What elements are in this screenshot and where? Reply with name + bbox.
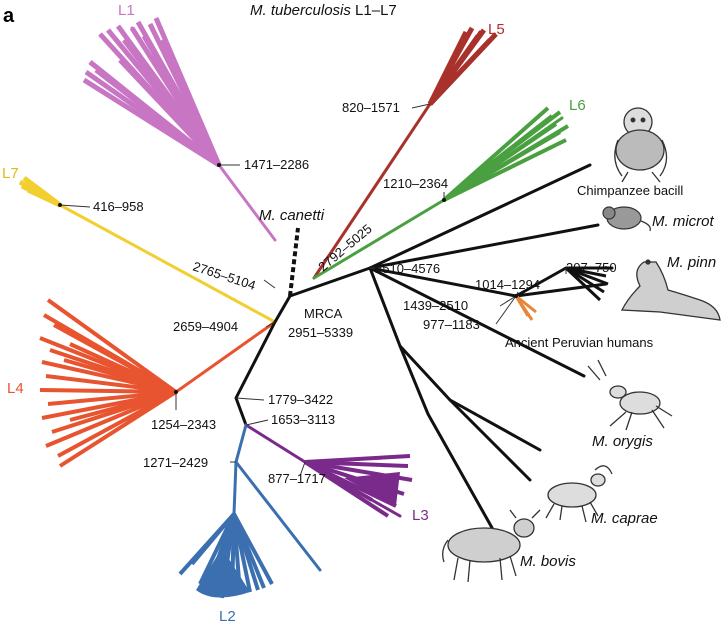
node-dot-4 bbox=[514, 294, 518, 298]
species-pinn: M. pinn bbox=[667, 254, 716, 271]
lineage-label-l7: L7 bbox=[2, 165, 19, 182]
date-peru: 977–1183 bbox=[423, 317, 480, 332]
date-leader-9 bbox=[411, 103, 431, 109]
vole-icon bbox=[602, 206, 651, 232]
lineage-label-l2: L2 bbox=[219, 608, 236, 625]
oryx-icon bbox=[587, 359, 673, 431]
date-l7-stem: 2765–5104 bbox=[191, 259, 258, 293]
l4-tip-8 bbox=[47, 390, 177, 406]
l3-tip-1 bbox=[304, 460, 409, 468]
node-dot-1 bbox=[174, 390, 178, 394]
branch-animal-13 bbox=[368, 266, 586, 378]
date-leader-1 bbox=[59, 204, 91, 208]
lineage-label-l4: L4 bbox=[7, 380, 24, 397]
date-l4: 1254–2343 bbox=[151, 417, 216, 432]
l2-wedge bbox=[196, 548, 250, 598]
branch-animal-14 bbox=[368, 266, 502, 544]
tree-title: M. tuberculosis L1–L7 bbox=[250, 2, 397, 19]
date-leader-12 bbox=[499, 295, 517, 307]
lineage-fans bbox=[18, 17, 609, 599]
branch-l2-6 bbox=[234, 460, 322, 572]
date-l4-stem: 2659–4904 bbox=[173, 319, 238, 334]
root-label: MRCA bbox=[304, 306, 343, 321]
species-microti: M. microt bbox=[652, 213, 714, 230]
l2-tip-10 bbox=[232, 513, 274, 585]
panel-label: a bbox=[3, 5, 15, 27]
date-l3: 877–1717 bbox=[268, 471, 326, 486]
species-peru: Ancient Peruvian humans bbox=[505, 335, 654, 350]
l4-tip-14 bbox=[69, 342, 177, 394]
lineage-label-l6: L6 bbox=[569, 97, 586, 114]
l6-tip-6 bbox=[442, 124, 570, 202]
chimpanzee-icon bbox=[614, 107, 668, 183]
node-dot-0 bbox=[58, 203, 62, 207]
date-leaders bbox=[58, 103, 567, 477]
lineage-label-l1: L1 bbox=[118, 2, 135, 19]
lineage-label-l3: L3 bbox=[412, 507, 429, 524]
date-leader-5 bbox=[235, 397, 265, 401]
l6-tip-5 bbox=[442, 110, 562, 202]
l4-tip-0 bbox=[46, 298, 178, 394]
l4-tip-16 bbox=[69, 390, 177, 422]
node-dot-3 bbox=[442, 198, 446, 202]
goat-icon bbox=[545, 465, 613, 523]
branch-animal-3 bbox=[234, 294, 292, 427]
branch-l4-2 bbox=[174, 320, 277, 394]
species-orygis: M. orygis bbox=[592, 433, 653, 450]
date-l3-stem: 1653–3113 bbox=[271, 412, 335, 427]
l2-tip-11 bbox=[178, 512, 236, 576]
l1-tip-13 bbox=[82, 77, 221, 168]
l4-tip-6 bbox=[45, 374, 177, 394]
species-bovis: M. bovis bbox=[520, 553, 576, 570]
date-leader-8 bbox=[299, 461, 306, 477]
sea-lion-icon bbox=[620, 259, 721, 321]
date-l1: 1471–2286 bbox=[244, 157, 309, 172]
date-seal-node: 1439–2510 bbox=[403, 298, 468, 313]
date-pinn: 307–750 bbox=[566, 260, 617, 275]
species-canetti: M. canetti bbox=[259, 207, 325, 224]
l4-tip-13 bbox=[58, 390, 178, 468]
date-l6: 1210–2364 bbox=[383, 176, 448, 191]
date-leader-15 bbox=[495, 295, 517, 325]
date-leader-2 bbox=[263, 279, 276, 289]
date-animal: 2510–4576 bbox=[375, 261, 440, 276]
animal-pinn-tip-3 bbox=[564, 266, 602, 302]
l7-tip-3 bbox=[20, 183, 62, 208]
date-leader-6 bbox=[245, 419, 269, 426]
date-l7: 416–958 bbox=[93, 199, 144, 214]
date-leader-3 bbox=[265, 321, 276, 328]
root-date: 2951–5339 bbox=[288, 325, 353, 340]
l4-tip-15 bbox=[63, 358, 177, 394]
l3-tip-7 bbox=[303, 460, 362, 496]
date-peru-stem: 1014–1294 bbox=[475, 277, 540, 292]
date-l23: 1779–3422 bbox=[268, 392, 333, 407]
date-l5: 820–1571 bbox=[342, 100, 400, 115]
canetti-branch bbox=[288, 227, 300, 297]
node-dot-2 bbox=[217, 163, 221, 167]
branch-animal-10 bbox=[368, 223, 600, 270]
l4-tip-11 bbox=[45, 390, 177, 448]
peru-tip-2 bbox=[515, 294, 537, 314]
l4-tip-7 bbox=[39, 388, 177, 394]
species-caprae: M. caprae bbox=[591, 510, 658, 527]
branch-l7-1 bbox=[58, 203, 277, 324]
branch-animal-16 bbox=[448, 398, 532, 482]
l1-tip-9 bbox=[159, 38, 222, 167]
species-chimp: Chimpanzee bacill bbox=[577, 183, 683, 198]
l3-wedge bbox=[344, 472, 400, 506]
lineage-label-l5: L5 bbox=[488, 21, 505, 38]
l5-tip-5 bbox=[428, 32, 498, 106]
cattle-icon bbox=[442, 509, 541, 583]
l1-tip-14 bbox=[118, 58, 221, 167]
date-l2-stem: 1271–2429 bbox=[143, 455, 208, 470]
